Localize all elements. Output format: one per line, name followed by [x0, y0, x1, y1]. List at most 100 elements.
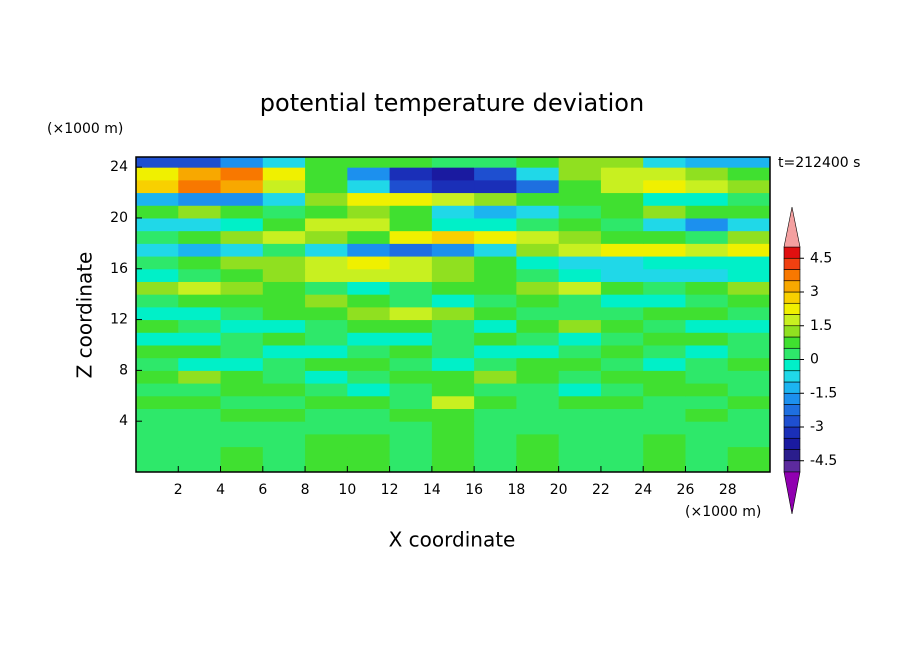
- cell: [643, 268, 686, 282]
- cell: [220, 256, 264, 270]
- x-tick-label: 10: [338, 482, 356, 498]
- cell: [178, 459, 222, 472]
- cell: [262, 205, 306, 219]
- cell: [262, 383, 306, 397]
- cell: [643, 383, 686, 397]
- cell: [178, 192, 222, 206]
- cell: [136, 243, 179, 257]
- cell: [643, 179, 686, 194]
- cell: [305, 192, 348, 206]
- cell: [727, 230, 770, 244]
- cell: [431, 268, 475, 282]
- cell: [685, 243, 729, 257]
- cell: [474, 408, 517, 422]
- cell: [600, 157, 644, 168]
- cell: [220, 357, 264, 371]
- cell: [727, 370, 770, 384]
- cell: [558, 243, 602, 257]
- x-tick-label: 18: [507, 482, 525, 498]
- cell: [643, 217, 686, 232]
- cell: [305, 179, 348, 194]
- cell: [643, 319, 686, 333]
- cell: [516, 421, 560, 435]
- cell: [220, 306, 264, 321]
- cell: [558, 319, 602, 333]
- cell: [178, 230, 222, 244]
- cell: [643, 344, 686, 359]
- cell: [262, 294, 306, 308]
- cell: [347, 179, 391, 194]
- cell: [727, 395, 770, 409]
- cell: [727, 281, 770, 295]
- colorbar-box: [783, 359, 801, 372]
- cell: [600, 395, 644, 409]
- x-tick-label: 4: [216, 482, 225, 498]
- cell: [727, 205, 770, 219]
- cell: [685, 370, 729, 384]
- cell: [389, 357, 433, 371]
- y-tick-label: 20: [110, 210, 128, 226]
- cell: [347, 446, 391, 460]
- cell: [347, 332, 391, 346]
- cell: [431, 408, 475, 422]
- cell: [431, 205, 475, 219]
- cell: [389, 383, 433, 397]
- cell: [558, 395, 602, 409]
- cell: [685, 306, 729, 321]
- colorbar-box: [783, 246, 801, 259]
- cell: [136, 421, 179, 435]
- colorbar-box: [783, 347, 801, 360]
- cell: [262, 332, 306, 346]
- cell: [600, 370, 644, 384]
- cell: [474, 459, 517, 472]
- cell: [347, 306, 391, 321]
- cell: [389, 268, 433, 282]
- cell: [558, 294, 602, 308]
- cell: [685, 395, 729, 409]
- colorbar-box: [783, 269, 801, 282]
- cell: [600, 179, 644, 194]
- cell: [600, 446, 644, 460]
- cell: [431, 243, 475, 257]
- cell: [516, 370, 560, 384]
- colorbar-tick-label: 3: [810, 284, 819, 300]
- cell: [600, 421, 644, 435]
- cell: [516, 230, 560, 244]
- cell: [262, 281, 306, 295]
- cell: [516, 268, 560, 282]
- cell: [178, 319, 222, 333]
- x-tick-label: 20: [550, 482, 568, 498]
- cell: [727, 357, 770, 371]
- cell: [305, 268, 348, 282]
- cell: [431, 433, 475, 448]
- y-tick-label: 8: [119, 362, 128, 378]
- colorbar-box: [783, 381, 801, 394]
- x-tick-label: 16: [465, 482, 483, 498]
- cell: [685, 446, 729, 460]
- cell: [431, 306, 475, 321]
- cell: [431, 217, 475, 232]
- cell: [178, 446, 222, 460]
- cell: [136, 167, 179, 181]
- cell: [389, 408, 433, 422]
- colorbar-tick-label: 1.5: [810, 318, 832, 334]
- cell: [262, 408, 306, 422]
- cell: [347, 167, 391, 181]
- cell: [220, 192, 264, 206]
- colorbar-box: [783, 280, 801, 293]
- cell: [431, 256, 475, 270]
- cell: [600, 230, 644, 244]
- cell: [643, 294, 686, 308]
- cell: [685, 294, 729, 308]
- colorbar-over: [783, 206, 801, 248]
- cell: [347, 433, 391, 448]
- cell: [347, 344, 391, 359]
- cell: [685, 319, 729, 333]
- cell: [305, 383, 348, 397]
- cell: [262, 306, 306, 321]
- colorbar-tick-label: 4.5: [810, 250, 832, 266]
- cell: [220, 433, 264, 448]
- cell: [389, 243, 433, 257]
- cell: [558, 357, 602, 371]
- cell: [516, 319, 560, 333]
